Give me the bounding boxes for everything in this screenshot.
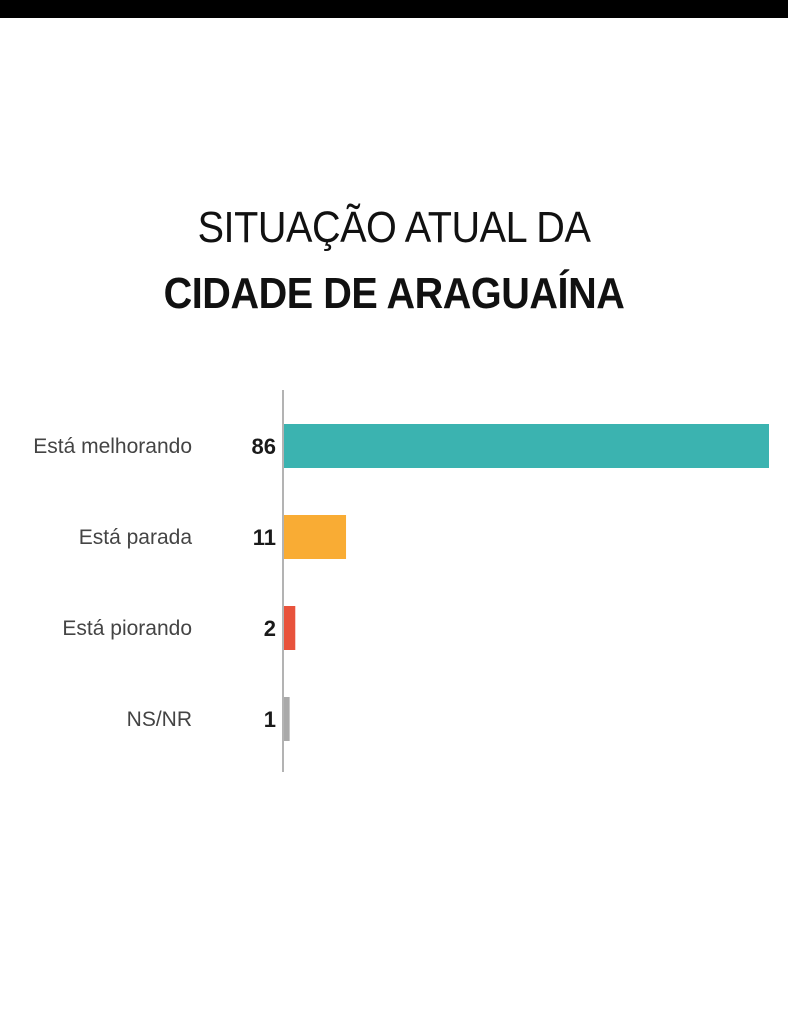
value-label-esta-piorando: 2 [264,616,276,641]
bar-esta-piorando [284,606,296,650]
bar-ns-nr [284,697,290,741]
value-label-ns-nr: 1 [264,707,276,732]
title-line-1: SITUAÇÃO ATUAL DA [197,203,591,252]
top-bar [0,0,788,18]
bar-esta-parada [284,515,347,559]
bar-esta-melhorando [284,424,769,468]
category-label-esta-piorando: Está piorando [62,617,192,640]
value-label-esta-parada: 11 [253,525,276,550]
category-label-esta-parada: Está parada [79,526,193,549]
bar-chart: Está melhorando 86 Está parada 11 Está piora… [33,390,769,772]
category-label-esta-melhorando: Está melhorando [33,435,192,458]
value-label-esta-melhorando: 86 [252,434,276,459]
chart-title: SITUAÇÃO ATUAL DA CIDADE DE ARAGUAÍNA [0,200,788,322]
category-label-ns-nr: NS/NR [127,708,192,731]
title-line-2: CIDADE DE ARAGUAÍNA [163,269,625,318]
